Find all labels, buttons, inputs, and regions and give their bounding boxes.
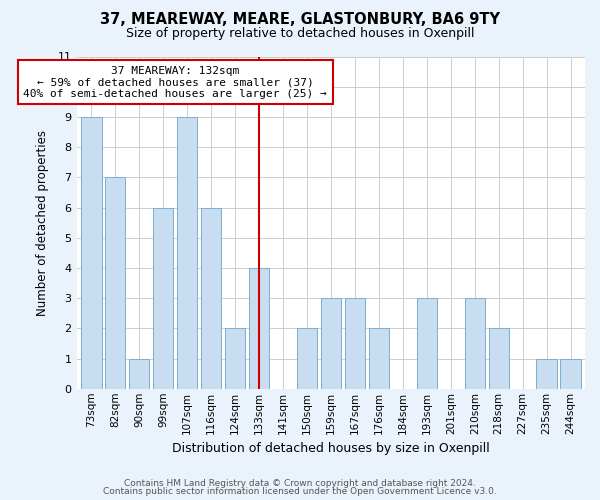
Bar	[129, 358, 149, 389]
Bar	[81, 117, 101, 389]
Y-axis label: Number of detached properties: Number of detached properties	[36, 130, 49, 316]
Text: Contains HM Land Registry data © Crown copyright and database right 2024.: Contains HM Land Registry data © Crown c…	[124, 478, 476, 488]
Bar	[345, 298, 365, 389]
Text: 37, MEAREWAY, MEARE, GLASTONBURY, BA6 9TY: 37, MEAREWAY, MEARE, GLASTONBURY, BA6 9T…	[100, 12, 500, 28]
Bar	[105, 178, 125, 389]
Bar	[488, 328, 509, 389]
Bar	[249, 268, 269, 389]
Bar	[321, 298, 341, 389]
Bar	[225, 328, 245, 389]
Bar	[297, 328, 317, 389]
Text: Contains public sector information licensed under the Open Government Licence v3: Contains public sector information licen…	[103, 487, 497, 496]
X-axis label: Distribution of detached houses by size in Oxenpill: Distribution of detached houses by size …	[172, 442, 490, 455]
Bar	[201, 208, 221, 389]
Bar	[464, 298, 485, 389]
Bar	[177, 117, 197, 389]
Bar	[416, 298, 437, 389]
Bar	[560, 358, 581, 389]
Text: 37 MEAREWAY: 132sqm
← 59% of detached houses are smaller (37)
40% of semi-detach: 37 MEAREWAY: 132sqm ← 59% of detached ho…	[23, 66, 327, 99]
Text: Size of property relative to detached houses in Oxenpill: Size of property relative to detached ho…	[126, 28, 474, 40]
Bar	[153, 208, 173, 389]
Bar	[536, 358, 557, 389]
Bar	[369, 328, 389, 389]
